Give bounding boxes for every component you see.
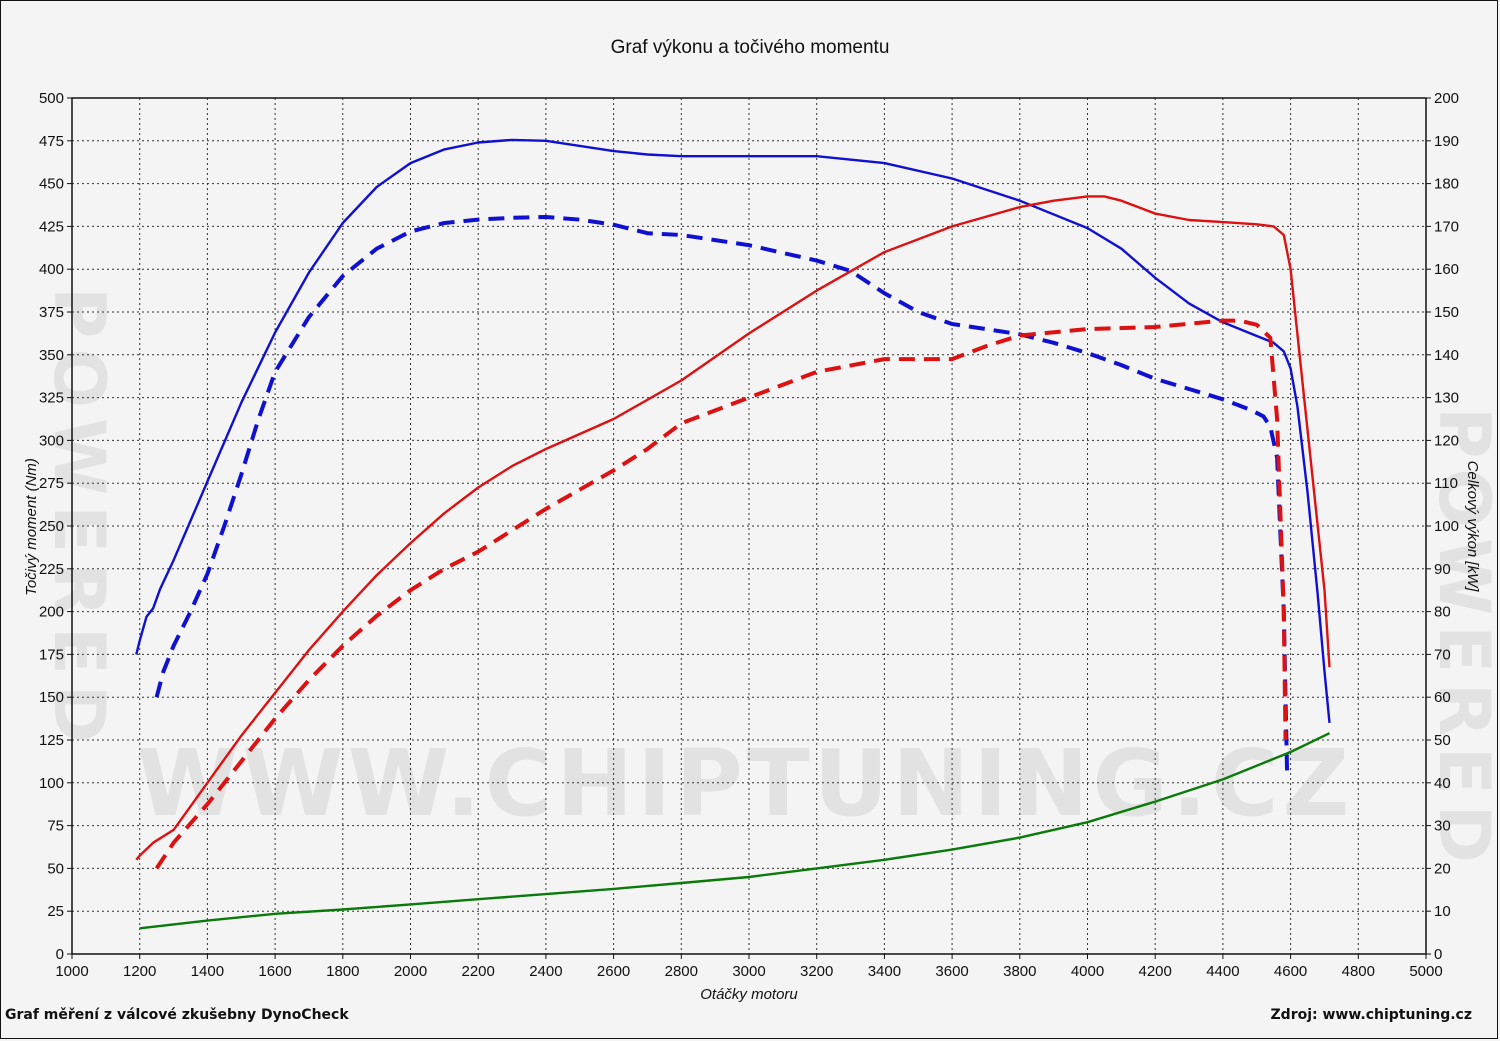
series-line-2 [154, 215, 1290, 778]
left-tick-label: 450 [39, 176, 64, 193]
watermark-url: WWW.CHIPTUNING.CZ [137, 730, 1353, 837]
x-tick-label: 2000 [394, 963, 427, 980]
left-tick-label: 75 [47, 818, 64, 835]
grid [72, 98, 1426, 954]
x-tick-label: 3000 [732, 963, 765, 980]
left-tick-label: 425 [39, 218, 64, 235]
series-line-5 [139, 732, 1331, 930]
watermark-side-right: POWERED [1423, 407, 1500, 873]
footer-source-left: Graf měření z válcové zkušebny DynoCheck [5, 1007, 349, 1023]
right-tick-label: 30 [1434, 818, 1451, 835]
right-tick-label: 100 [1434, 518, 1459, 535]
left-tick-label: 400 [39, 261, 64, 278]
x-tick-label: 4600 [1274, 963, 1307, 980]
left-tick-label: 275 [39, 475, 64, 492]
left-tick-label: 350 [39, 347, 64, 364]
right-tick-label: 120 [1434, 432, 1459, 449]
right-tick-label: 10 [1434, 903, 1451, 920]
right-tick-label: 130 [1434, 390, 1459, 407]
right-tick-label: 40 [1434, 775, 1451, 792]
x-tick-label: 2200 [462, 963, 495, 980]
left-tick-label: 200 [39, 604, 64, 621]
left-tick-label: 375 [39, 304, 64, 321]
left-axis-label: Točivý moment (Nm) [23, 458, 40, 596]
right-tick-label: 150 [1434, 304, 1459, 321]
right-axis-label: Celkový výkon [kW] [1464, 461, 1481, 593]
series-line-3 [135, 195, 1331, 861]
right-tick-label: 70 [1434, 646, 1451, 663]
left-tick-label: 100 [39, 775, 64, 792]
x-tick-label: 4000 [1071, 963, 1104, 980]
x-tick-label: 4200 [1139, 963, 1172, 980]
right-tick-label: 110 [1434, 475, 1458, 492]
left-tick-label: 300 [39, 432, 64, 449]
x-tick-label: 2800 [665, 963, 698, 980]
watermark: WWW.CHIPTUNING.CZ POWERED POWERED [38, 287, 1500, 873]
x-tick-label: 1800 [326, 963, 359, 980]
left-tick-label: 475 [39, 133, 64, 150]
x-tick-label: 2400 [529, 963, 562, 980]
x-tick-label: 5000 [1409, 963, 1442, 980]
x-axis-ticks: 1000 1200 1400 1600 1800 2000 2200 2400 2600 2800… [55, 954, 1443, 980]
x-tick-label: 1200 [123, 963, 156, 980]
right-tick-label: 170 [1434, 218, 1459, 235]
series [135, 138, 1331, 930]
right-tick-label: 160 [1434, 261, 1459, 278]
right-tick-label: 180 [1434, 176, 1459, 193]
x-tick-label: 1400 [191, 963, 224, 980]
x-tick-label: 1000 [55, 963, 88, 980]
series-line-4 [154, 318, 1288, 870]
left-tick-label: 175 [39, 646, 64, 663]
right-axis-ticks: 0 10 20 30 40 50 60 70 80 90 100 110 120 130 140 150 160… [1426, 90, 1459, 963]
x-axis-label: Otáčky motoru [700, 986, 798, 1003]
footer-source-right: Zdroj: www.chiptuning.cz [1271, 1007, 1472, 1023]
x-tick-label: 4800 [1342, 963, 1375, 980]
left-tick-label: 225 [39, 561, 64, 578]
x-tick-label: 3200 [800, 963, 833, 980]
left-axis-ticks: 0 25 50 75 100 125 150 175 200 225 250 275 300 325 350… [39, 90, 72, 963]
x-tick-label: 2600 [597, 963, 630, 980]
right-tick-label: 20 [1434, 860, 1451, 877]
chart-title: Graf výkonu a točivého momentu [611, 37, 890, 58]
left-tick-label: 0 [56, 946, 64, 963]
x-tick-label: 3400 [868, 963, 901, 980]
x-tick-label: 3800 [1003, 963, 1036, 980]
right-tick-label: 0 [1434, 946, 1442, 963]
right-tick-label: 50 [1434, 732, 1451, 749]
right-tick-label: 140 [1434, 347, 1459, 364]
left-tick-label: 25 [47, 903, 64, 920]
right-tick-label: 80 [1434, 604, 1451, 621]
left-tick-label: 500 [39, 90, 64, 107]
right-tick-label: 60 [1434, 689, 1451, 706]
series-line-1 [135, 138, 1331, 724]
watermark-side-left: POWERED [38, 287, 120, 753]
x-tick-label: 1600 [258, 963, 291, 980]
left-tick-label: 125 [39, 732, 64, 749]
left-tick-label: 325 [39, 390, 64, 407]
left-tick-label: 50 [47, 860, 64, 877]
x-tick-label: 3600 [935, 963, 968, 980]
left-tick-label: 250 [39, 518, 64, 535]
left-tick-label: 150 [39, 689, 64, 706]
right-tick-label: 90 [1434, 561, 1451, 578]
right-tick-label: 190 [1434, 133, 1459, 150]
right-tick-label: 200 [1434, 90, 1459, 107]
x-tick-label: 4400 [1206, 963, 1239, 980]
